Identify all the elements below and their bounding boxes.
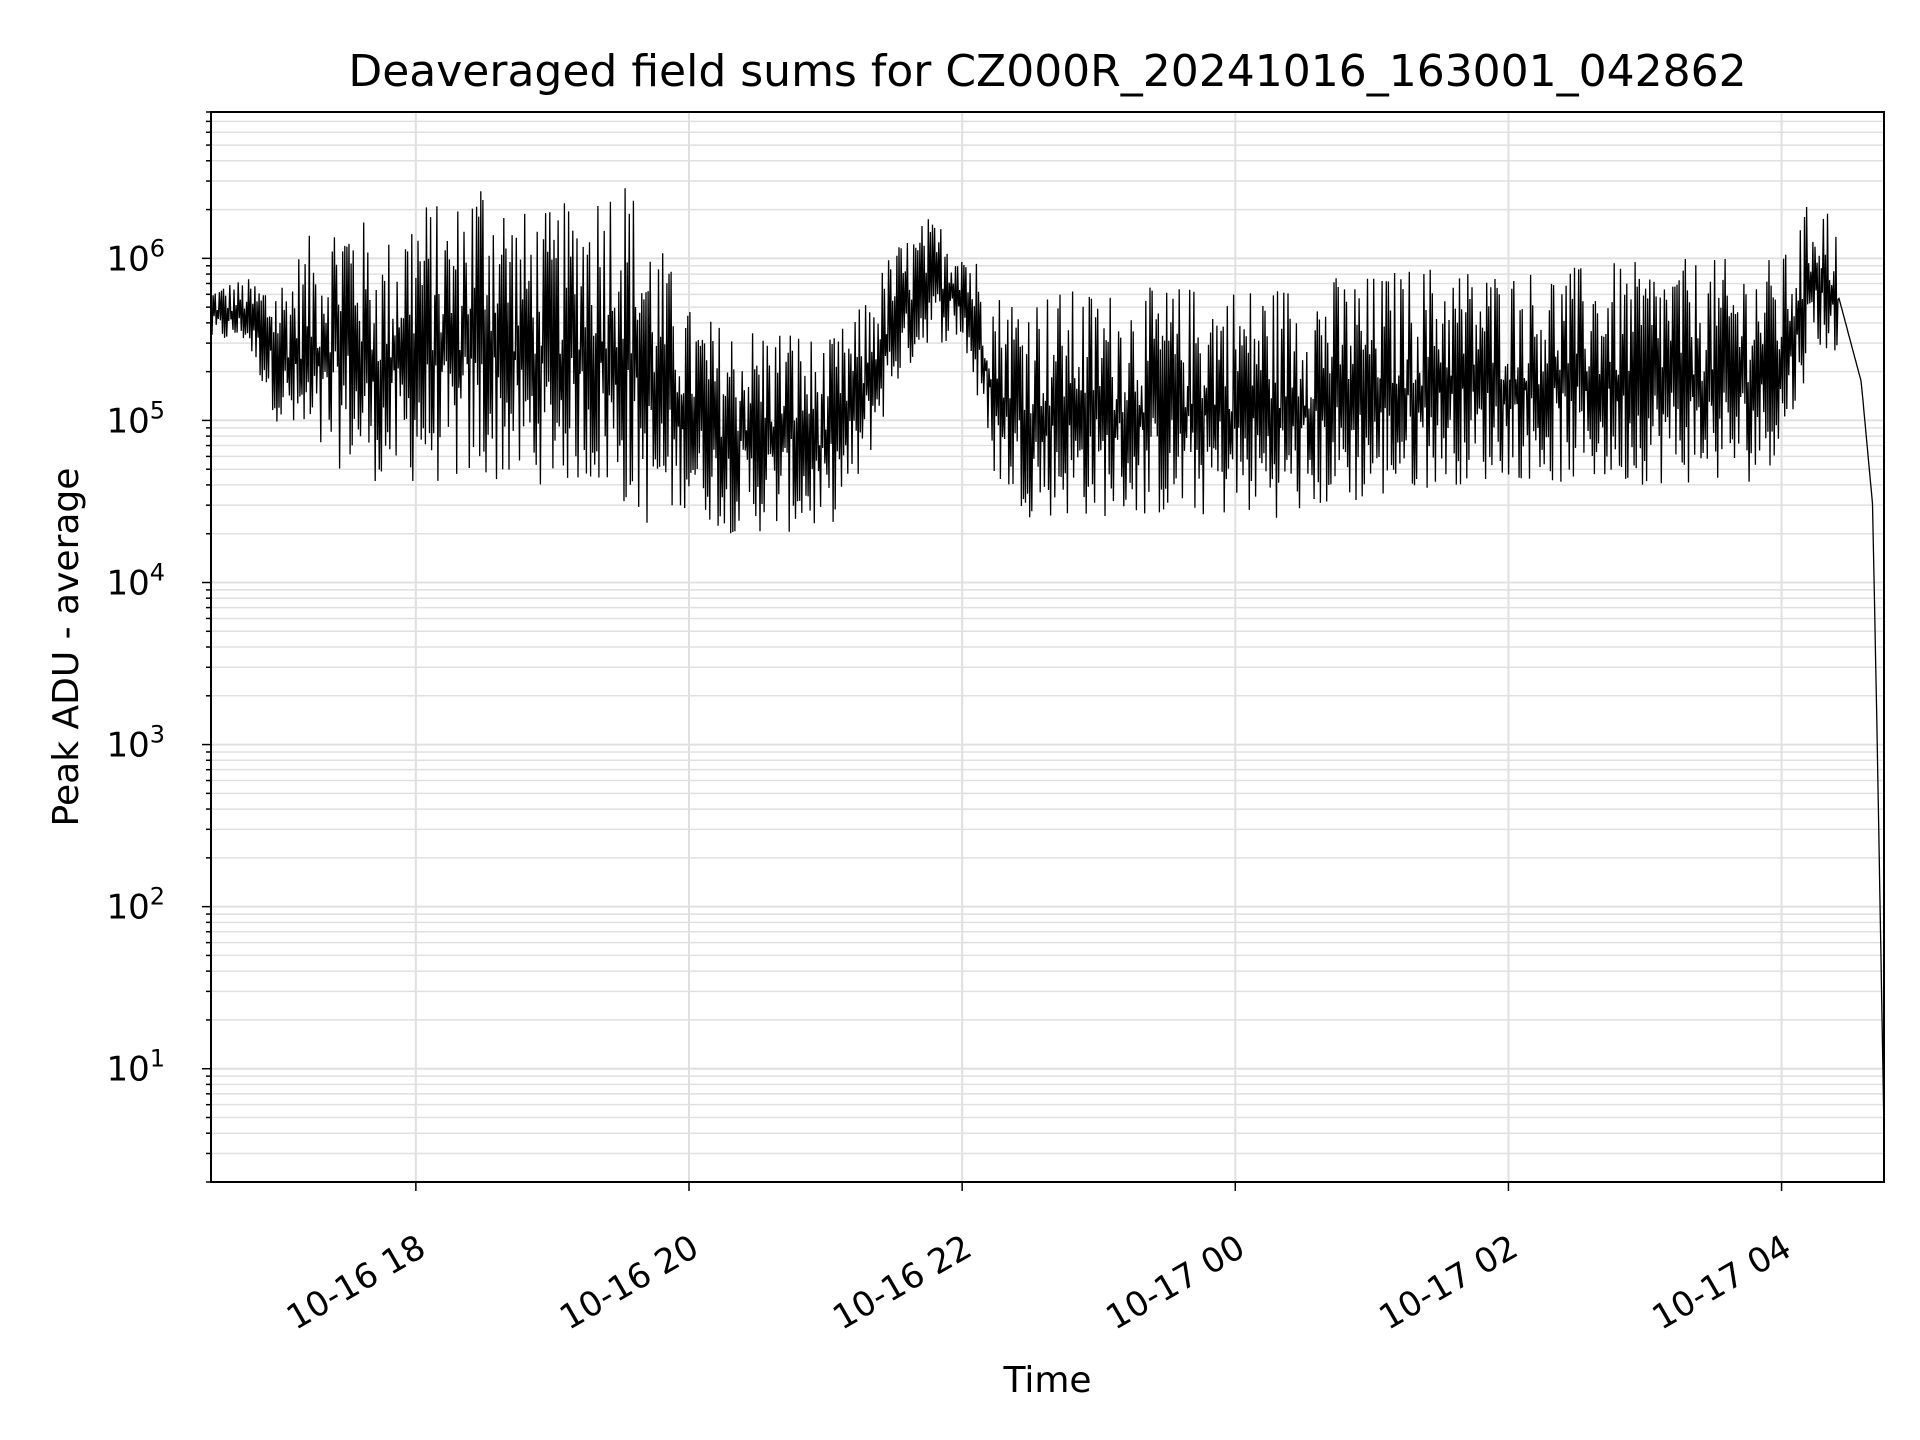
y-axis-label: Peak ADU - average	[46, 468, 87, 827]
y-tick-label: 101	[106, 1045, 165, 1090]
y-tick-label-base: 10	[106, 1050, 149, 1090]
chart-title: Deaveraged field sums for CZ000R_2024101…	[348, 46, 1746, 97]
y-tick-label: 105	[106, 396, 165, 441]
y-tick-label: 106	[106, 234, 165, 279]
series-line	[210, 188, 1885, 1134]
y-tick-label-exponent: 6	[150, 234, 165, 262]
y-tick-label-base: 10	[106, 239, 149, 279]
y-tick-label-exponent: 4	[150, 559, 165, 587]
y-tick-label-base: 10	[106, 564, 149, 604]
y-tick-label-base: 10	[106, 401, 149, 441]
x-axis-label: Time	[1002, 1360, 1091, 1401]
y-tick-label-exponent: 1	[150, 1045, 165, 1073]
y-tick-label: 102	[106, 883, 165, 928]
y-tick-label-exponent: 3	[150, 721, 165, 749]
y-tick-label: 103	[106, 721, 165, 766]
y-tick-label-exponent: 2	[150, 883, 165, 911]
series-layer	[210, 188, 1885, 1134]
y-tick-label: 104	[106, 559, 165, 604]
y-tick-label-exponent: 5	[150, 396, 165, 424]
y-tick-label-base: 10	[106, 888, 149, 928]
y-tick-label-base: 10	[106, 726, 149, 766]
